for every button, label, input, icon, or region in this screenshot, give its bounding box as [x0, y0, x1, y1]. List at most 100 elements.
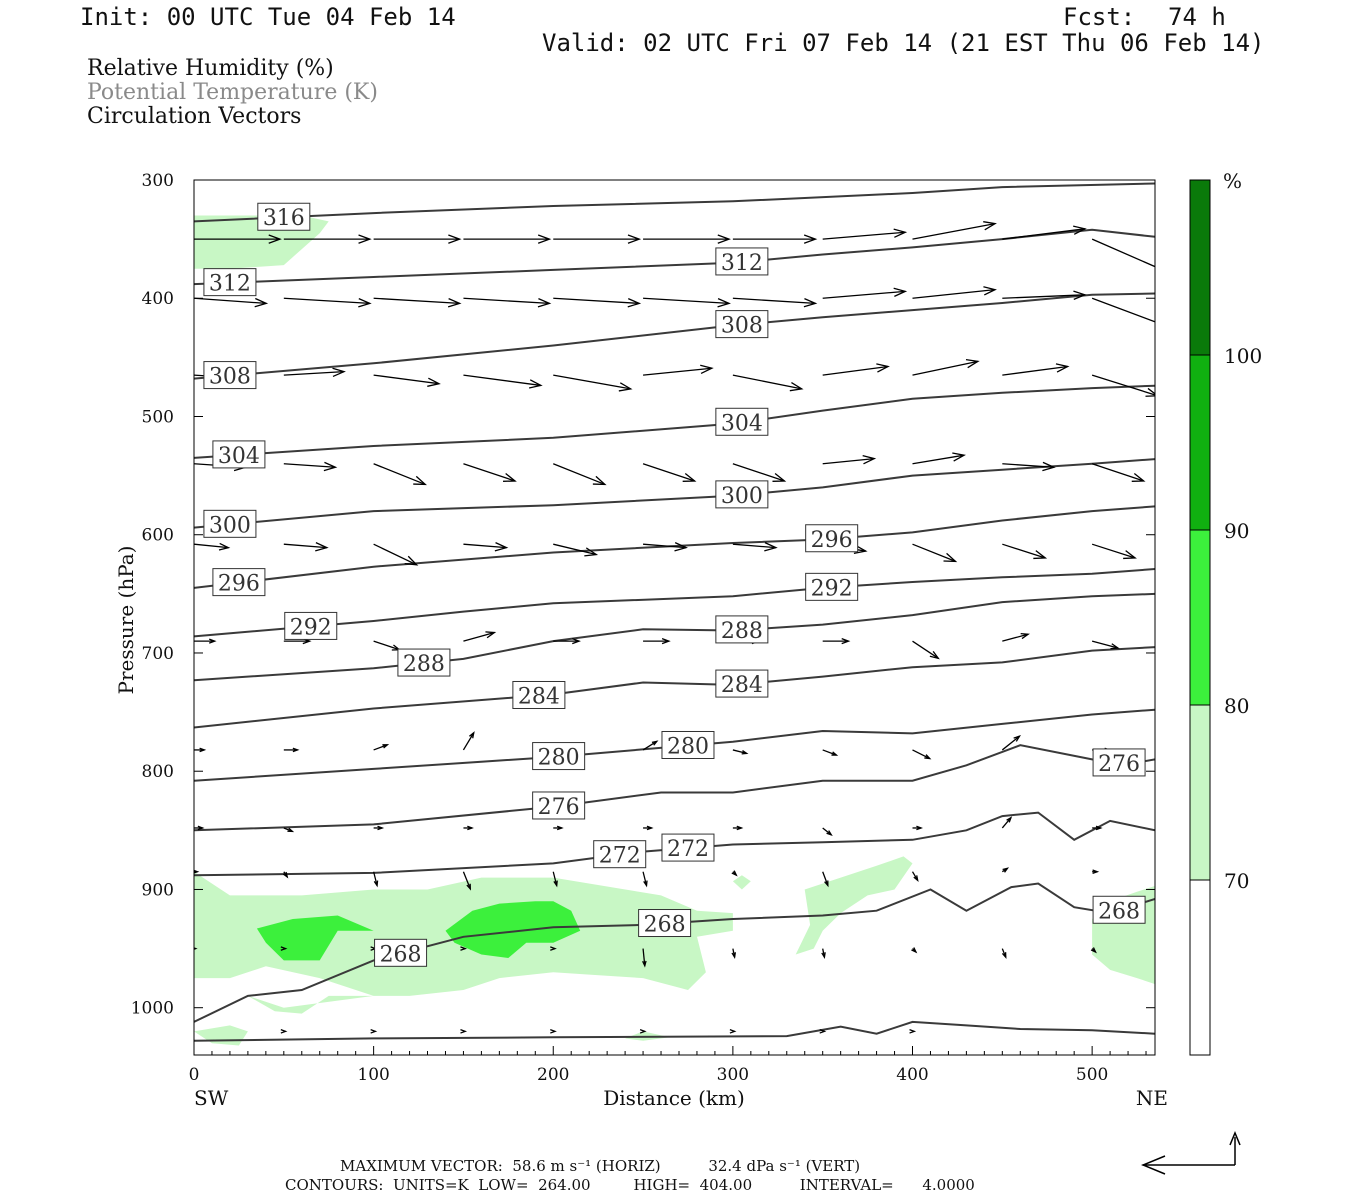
- vector-arrow-7-0: [194, 825, 205, 831]
- colorbar-segment-0: [1189, 879, 1211, 1056]
- vector-arrow-7-8: [912, 825, 924, 831]
- vector-arrow-10-0: [280, 1029, 288, 1034]
- relative-humidity-fill: [194, 215, 1155, 1046]
- contour-label-280-1: 280: [661, 730, 715, 759]
- vector-arrow-10-5: [729, 1029, 737, 1034]
- svg-text:300: 300: [721, 484, 763, 509]
- vector-arrow-6-8: [912, 749, 932, 760]
- contour-label-308-0: 308: [203, 361, 257, 390]
- svg-text:300: 300: [209, 513, 251, 538]
- vector-arrow-4-0: [194, 542, 231, 551]
- vector-arrow-2-9: [1002, 363, 1070, 376]
- vector-arrow-7-1: [283, 827, 295, 833]
- axes: 0 100 200 300 400 500 300 400 500 600 700 800 900 100…: [131, 171, 1155, 1085]
- svg-text:308: 308: [209, 365, 251, 390]
- vector-arrow-10-7: [909, 1029, 917, 1034]
- theta-contour-284: [194, 646, 1155, 729]
- vector-arrow-8-2: [372, 871, 379, 888]
- colorbar-segment-3: [1189, 354, 1211, 531]
- theta-contour-280: [194, 708, 1155, 782]
- vector-arrow-9-5: [642, 948, 647, 968]
- vector-arrow-6-9: [1001, 734, 1021, 751]
- svg-text:284: 284: [721, 673, 763, 698]
- vector-arrow-6-2: [373, 744, 390, 751]
- svg-text:308: 308: [721, 314, 763, 339]
- vector-arrow-0-1: [283, 234, 372, 244]
- contour-label-312-1: 312: [715, 247, 769, 276]
- vector-arrow-1-3: [463, 297, 552, 308]
- svg-text:296: 296: [218, 572, 260, 597]
- vector-arrow-2-3: [463, 374, 543, 389]
- vector-arrow-10-1: [370, 1029, 378, 1034]
- x-tick-label-100: 100: [357, 1065, 389, 1085]
- svg-text:288: 288: [403, 652, 445, 677]
- svg-text:304: 304: [721, 411, 763, 436]
- colorbar-label-80: 80: [1224, 694, 1249, 718]
- vector-arrow-7-3: [463, 825, 474, 831]
- x-tick-label-200: 200: [537, 1065, 569, 1085]
- contour-label-308-1: 308: [715, 310, 769, 339]
- x-tick-label-400: 400: [896, 1065, 928, 1085]
- vector-arrow-5-0: [194, 638, 217, 644]
- contour-label-272-1: 272: [661, 833, 715, 862]
- vector-arrow-8-6: [731, 870, 738, 877]
- vector-arrow-6-6: [732, 749, 749, 755]
- y-tick-label-1000: 1000: [131, 999, 174, 1019]
- vector-arrow-9-3: [460, 946, 468, 951]
- contour-label-268-2: 268: [1092, 895, 1146, 924]
- vector-arrow-2-6: [732, 374, 804, 392]
- vector-arrow-1-4: [553, 297, 642, 308]
- svg-text:296: 296: [811, 528, 853, 553]
- svg-text:272: 272: [599, 844, 641, 869]
- vector-arrow-7-7: [822, 827, 833, 837]
- legend-relative-humidity: Relative Humidity (%): [87, 56, 334, 81]
- colorbar-segment-4: [1189, 179, 1211, 356]
- vector-arrow-4-4: [553, 543, 599, 557]
- rh-region-70-2: [194, 1025, 248, 1046]
- theta-contour-316: [194, 182, 1155, 223]
- theta-contour-292: [194, 568, 1155, 638]
- vector-arrow-4-3: [463, 542, 509, 552]
- vector-arrow-5-4: [553, 638, 581, 645]
- vector-arrow-5-7: [822, 638, 851, 645]
- y-axis-title: Pressure (hPa): [114, 546, 138, 695]
- colorbar-label-70: 70: [1224, 869, 1249, 893]
- vector-arrow-3-3: [463, 463, 517, 482]
- vector-arrow-2-1: [283, 367, 346, 378]
- vector-arrow-2-2: [373, 374, 441, 387]
- rh-region-80-8: [256, 915, 374, 961]
- vector-arrow-10-3: [550, 1029, 557, 1034]
- svg-text:312: 312: [209, 272, 251, 297]
- svg-text:268: 268: [380, 942, 422, 967]
- vector-arrow-8-10: [1092, 869, 1100, 875]
- contour-label-304-0: 304: [212, 440, 266, 469]
- vector-arrow-0-5: [643, 234, 731, 244]
- contour-label-300-0: 300: [203, 509, 257, 538]
- vector-arrow-0-2: [373, 234, 462, 244]
- vector-arrow-1-9: [1002, 290, 1087, 300]
- x-tick-label-300: 300: [717, 1065, 749, 1085]
- vector-arrow-7-9: [1001, 816, 1013, 829]
- svg-text:316: 316: [263, 206, 305, 231]
- vector-arrow-9-4: [550, 946, 557, 951]
- vector-arrow-8-0: [194, 869, 200, 874]
- vector-arrow-9-1: [280, 946, 288, 951]
- vector-arrow-2-4: [553, 374, 633, 392]
- contour-label-284-0: 284: [512, 680, 566, 709]
- contour-label-304-1: 304: [715, 407, 769, 436]
- vector-arrow-0-10: [1091, 238, 1155, 268]
- vector-arrow-7-2: [373, 825, 385, 831]
- vector-arrow-5-9: [1002, 632, 1030, 642]
- vector-arrow-3-7: [822, 455, 877, 465]
- vector-arrow-9-6: [731, 948, 737, 960]
- svg-text:272: 272: [667, 837, 709, 862]
- vector-arrow-6-3: [462, 731, 475, 751]
- contour-label-296-0: 296: [212, 568, 266, 597]
- plot-frame: [193, 179, 1156, 1056]
- vector-arrow-6-1: [283, 747, 300, 753]
- colorbar: 70 80 90 100: [1189, 179, 1262, 1056]
- vector-arrow-9-7: [821, 948, 826, 960]
- contour-label-292-1: 292: [805, 572, 859, 601]
- contour-label-272-0: 272: [593, 840, 647, 869]
